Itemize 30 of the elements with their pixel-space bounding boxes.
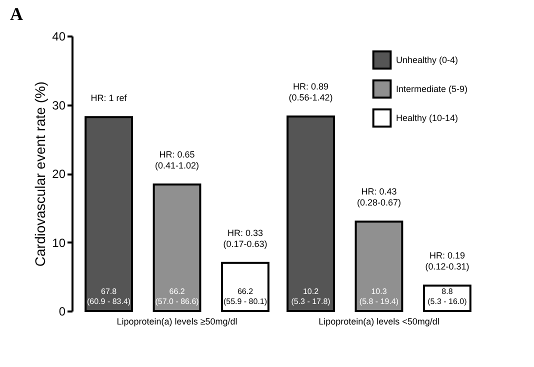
annotation: 10.2 (5.3 - 17.8): [291, 287, 331, 306]
annotation: 10.3 (5.8 - 19.4): [359, 287, 399, 306]
y-tick-label: 30: [52, 98, 66, 112]
legend-label: Intermediate (5-9): [396, 84, 468, 94]
y-tick-label: 20: [52, 167, 66, 181]
bar: [354, 220, 404, 312]
annotation: HR: 0.89 (0.56-1.42): [288, 81, 333, 102]
annotation: 67.8 (60.9 - 83.4): [87, 287, 131, 306]
legend-label: Unhealthy (0-4): [396, 55, 458, 65]
bar: [84, 116, 133, 312]
bar: [286, 115, 335, 312]
y-tick-label: 10: [52, 236, 66, 250]
annotation: HR: 0.33 (0.17-0.63): [223, 228, 268, 249]
bar: [152, 184, 202, 312]
chart-title: A: [10, 4, 23, 24]
annotation: 66.2 (57.0 - 86.6): [155, 287, 200, 306]
y-tick-label: 0: [58, 304, 66, 318]
bar: [221, 262, 270, 312]
x-tick-label: Lipoprotein(a) levels <50mg/dl: [318, 316, 440, 326]
y-axis-title: Cardiovascular event rate (%): [32, 81, 48, 267]
annotation: HR: 1 ref: [90, 93, 128, 104]
annotation: HR: 0.43 (0.28-0.67): [356, 186, 401, 208]
y-tick-label: 40: [52, 30, 66, 44]
annotation: 8.8 (5.3 - 16.0): [428, 287, 468, 306]
x-tick-label: Lipoprotein(a) levels ≥50mg/dl: [116, 316, 238, 326]
bar: [423, 284, 472, 312]
legend-label: Healthy (10-14): [396, 113, 458, 123]
annotation: HR: 0.65 (0.41-1.02): [155, 150, 200, 170]
annotation: 66.2 (55.9 - 80.1): [223, 287, 268, 306]
annotation: HR: 0.19 (0.12-0.31): [425, 250, 470, 272]
